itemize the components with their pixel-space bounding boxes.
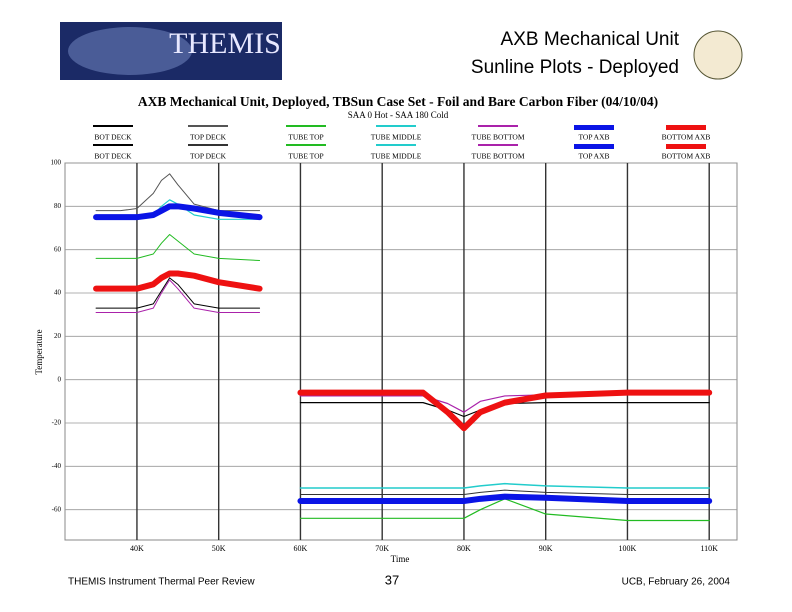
legend-swatch [188,144,228,146]
legend-swatch [93,144,133,146]
legend-swatch [376,125,416,127]
series-line [299,489,710,495]
legend-swatch [286,125,326,127]
slide-title: AXB Mechanical Unit [501,29,680,50]
chart-subtitle: SAA 0 Hot - SAA 180 Cold [348,110,449,120]
page-number: 37 [385,572,399,587]
series-line [95,234,261,261]
series-line [93,203,263,221]
legend-swatch [478,125,518,127]
footer-left: THEMIS Instrument Thermal Peer Review [68,577,255,588]
legend-swatch [93,125,133,127]
y-tick-label: 100 [51,159,62,167]
series-line [93,270,263,292]
legend-label: TUBE MIDDLE [371,152,422,161]
x-tick-label: 70K [375,544,389,553]
series-line [95,279,261,313]
chart-title: AXB Mechanical Unit, Deployed, TBSun Cas… [138,94,658,109]
y-axis-label: Temperature [34,329,44,374]
y-tick-label: -40 [52,462,62,470]
slide-title: Sunline Plots - Deployed [471,57,679,78]
legend-swatch [286,144,326,146]
legend-label: BOT DECK [94,152,132,161]
y-tick-label: 40 [54,289,62,297]
series-line [297,389,713,432]
series-line [299,498,710,522]
legend-label: TUBE MIDDLE [371,133,422,142]
legend-label: TUBE TOP [288,152,323,161]
legend-label: BOTTOM AXB [662,152,711,161]
series-line [297,493,713,504]
y-tick-label: 20 [54,332,62,340]
y-tick-label: -60 [52,505,62,513]
x-tick-label: 90K [539,544,553,553]
y-tick-label: -20 [52,419,62,427]
series-line [95,277,261,309]
legend-swatch [478,144,518,146]
legend-label: TUBE TOP [288,133,323,142]
legend-swatch [574,144,614,149]
x-tick-label: 110K [700,544,718,553]
legend-swatch [666,125,706,130]
y-tick-label: 0 [58,375,62,383]
x-tick-label: 80K [457,544,471,553]
x-tick-label: 50K [212,544,226,553]
plot-area [64,162,738,541]
logo-text: THEMIS [169,27,281,60]
logo-badge [693,30,743,80]
legend-label: TOP DECK [190,152,227,161]
x-tick-label: 60K [294,544,308,553]
legend-label: TOP AXB [578,152,609,161]
series-line [299,482,710,489]
legend-swatch [574,125,614,130]
legend-label: BOT DECK [94,133,132,142]
footer-right: UCB, February 26, 2004 [622,577,731,588]
legend-label: TUBE BOTTOM [472,133,525,142]
series-line [95,173,261,212]
legend-swatch [376,144,416,146]
logo-art [68,27,192,75]
x-axis-label: Time [391,554,410,564]
y-tick-label: 60 [54,245,62,253]
x-tick-label: 40K [130,544,144,553]
legend-swatch [666,144,706,149]
series-line [299,402,710,418]
y-tick-label: 80 [54,202,62,210]
legend-label: BOTTOM AXB [662,133,711,142]
legend-label: TOP DECK [190,133,227,142]
legend-label: TOP AXB [578,133,609,142]
legend-swatch [188,125,228,127]
legend-label: TUBE BOTTOM [472,152,525,161]
x-tick-label: 100K [619,544,637,553]
